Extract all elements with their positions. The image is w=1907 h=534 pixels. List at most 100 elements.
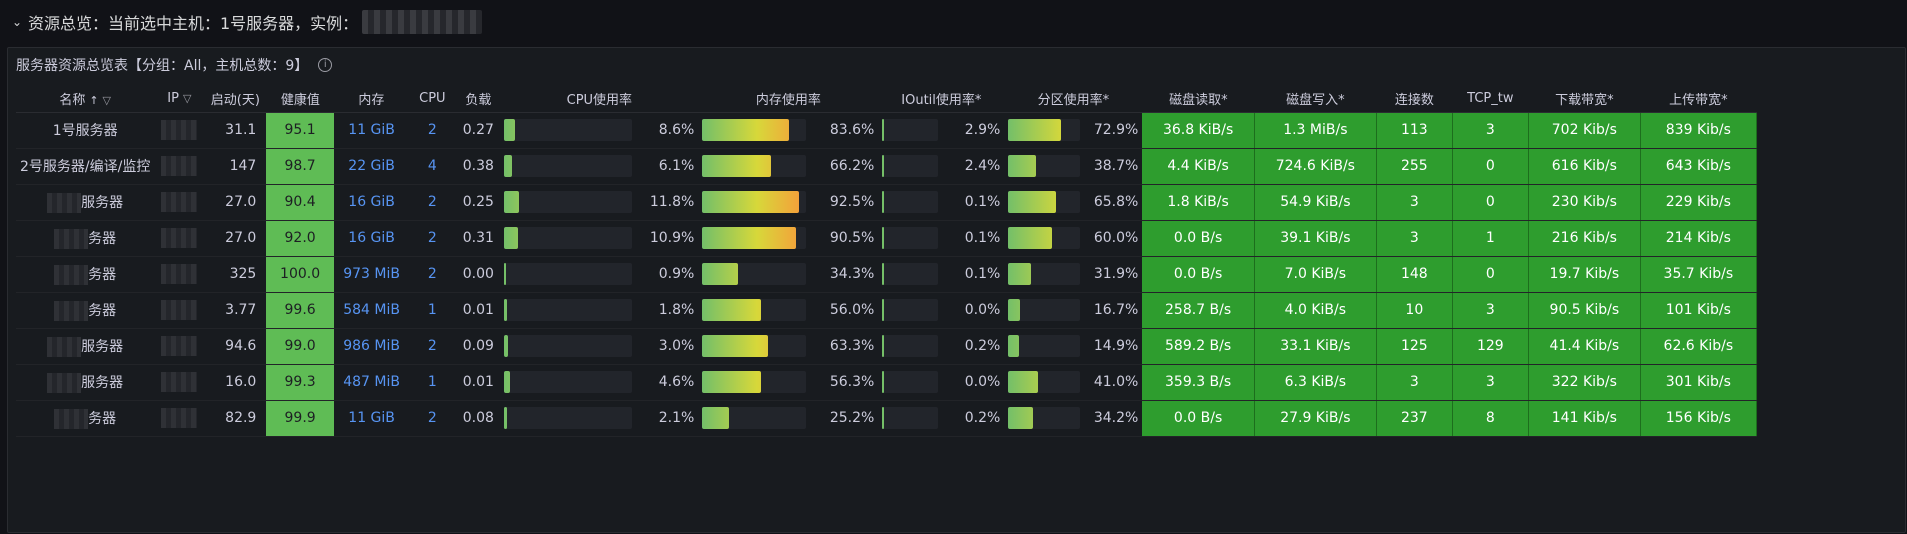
cell-mem[interactable]: 16 GiB xyxy=(334,220,409,257)
table-row[interactable]: 服务器 94.6 99.0 986 MiB 2 0.09 3.0% 63.3% 0.2% 14.9… xyxy=(16,328,1757,365)
gauge-fill xyxy=(882,155,885,177)
cell-load: 0.09 xyxy=(456,328,501,365)
server-name[interactable]: 服务器 xyxy=(81,374,124,391)
cell-cpu[interactable]: 1 xyxy=(408,364,457,401)
info-icon[interactable]: i xyxy=(318,58,333,72)
column-header-tcp_tw[interactable]: TCP_tw xyxy=(1452,86,1529,113)
column-header-name[interactable]: 名称 ↑ ▽ xyxy=(16,86,155,113)
column-header-uptime[interactable]: 启动(天) xyxy=(204,86,267,113)
gauge-value: 66.2% xyxy=(829,158,875,174)
server-name[interactable]: 务器 xyxy=(88,302,117,319)
cell-disk_write: 6.3 KiB/s xyxy=(1254,364,1377,401)
cell-tcp_tw: 129 xyxy=(1452,328,1529,365)
cell-name[interactable]: 服务器 xyxy=(16,328,155,365)
table-row[interactable]: 服务器 16.0 99.3 487 MiB 1 0.01 4.6% 56.3% 0.0% 41.0… xyxy=(16,364,1757,401)
column-header-load[interactable]: 负载 xyxy=(456,86,501,113)
table-row[interactable]: 务器 82.9 99.9 11 GiB 2 0.08 2.1% 25.2% 0.2% 34.2% 0… xyxy=(16,400,1757,437)
column-header-mem[interactable]: 内存 xyxy=(334,86,409,113)
column-header-health[interactable]: 健康值 xyxy=(266,86,335,113)
filter-icon[interactable]: ▽ xyxy=(182,92,192,106)
cell-cpu[interactable]: 2 xyxy=(408,112,457,149)
cell-cpu[interactable]: 2 xyxy=(408,328,457,365)
server-name[interactable]: 1号服务器 xyxy=(52,123,118,139)
cell-part_pct: 16.7% xyxy=(1004,292,1143,329)
table-row[interactable]: 务器 3.77 99.6 584 MiB 1 0.01 1.8% 56.0% 0.0% 16.7%… xyxy=(16,292,1757,329)
column-header-ip[interactable]: IP ▽ xyxy=(154,86,205,113)
cell-mem[interactable]: 487 MiB xyxy=(334,364,409,401)
cell-cpu[interactable]: 2 xyxy=(408,184,457,221)
cell-name[interactable]: 务器 xyxy=(16,400,155,437)
cell-uptime: 27.0 xyxy=(204,184,267,221)
cell-tcp_tw: 0 xyxy=(1452,184,1529,221)
column-header-disk_read[interactable]: 磁盘读取* xyxy=(1142,86,1255,113)
gauge-value: 65.8% xyxy=(1093,194,1139,210)
column-header-cpu_pct[interactable]: CPU使用率 xyxy=(500,86,699,113)
gauge-fill xyxy=(702,227,797,249)
cell-name[interactable]: 服务器 xyxy=(16,184,155,221)
column-header-mem_pct[interactable]: 内存使用率 xyxy=(698,86,879,113)
table-row[interactable]: 服务器 27.0 90.4 16 GiB 2 0.25 11.8% 92.5% 0.1% 65.8… xyxy=(16,184,1757,221)
cell-mem[interactable]: 11 GiB xyxy=(334,400,409,437)
cell-down: 322 Kib/s xyxy=(1528,364,1641,401)
gauge-fill xyxy=(1008,191,1056,213)
gauge-value: 2.4% xyxy=(964,158,1001,174)
table-row[interactable]: 务器 27.0 92.0 16 GiB 2 0.31 10.9% 90.5% 0.1% 60.0%… xyxy=(16,220,1757,257)
cell-cpu[interactable]: 2 xyxy=(408,220,457,257)
cell-cpu_pct: 2.1% xyxy=(500,400,699,437)
server-table: 名称 ↑ ▽ IP ▽ 启动(天) 健康值 内存 CPU 负载 CPU使用率 内存使用率 IOutil使… xyxy=(16,86,1757,437)
column-header-up[interactable]: 上传带宽* xyxy=(1640,86,1757,113)
cell-mem[interactable]: 16 GiB xyxy=(334,184,409,221)
row-header[interactable]: ⌄ 资源总览：当前选中主机：1号服务器，实例： xyxy=(12,8,483,36)
redacted-ip xyxy=(161,120,198,140)
gauge-value: 31.9% xyxy=(1093,266,1139,282)
cell-name[interactable]: 务器 xyxy=(16,220,155,257)
cell-mem[interactable]: 11 GiB xyxy=(334,112,409,149)
server-name[interactable]: 2号服务器/编译/监控 xyxy=(20,159,151,175)
cell-cpu[interactable]: 1 xyxy=(408,292,457,329)
cell-cpu[interactable]: 2 xyxy=(408,400,457,437)
gauge-value: 63.3% xyxy=(829,338,875,354)
cell-mem_pct: 90.5% xyxy=(698,220,879,257)
server-name[interactable]: 务器 xyxy=(88,230,117,247)
server-name[interactable]: 服务器 xyxy=(81,194,124,211)
sort-asc-icon[interactable]: ↑ xyxy=(89,94,99,108)
cell-mem[interactable]: 584 MiB xyxy=(334,292,409,329)
gauge-track xyxy=(504,263,633,285)
cell-name[interactable]: 务器 xyxy=(16,256,155,293)
cell-name[interactable]: 1号服务器 xyxy=(16,112,155,149)
cell-ip xyxy=(154,328,205,365)
server-name[interactable]: 服务器 xyxy=(81,338,124,355)
table-row[interactable]: 务器 325 100.0 973 MiB 2 0.00 0.9% 34.3% 0.1% 31.9%… xyxy=(16,256,1757,293)
gauge-fill xyxy=(504,227,519,249)
cell-name[interactable]: 服务器 xyxy=(16,364,155,401)
table-row[interactable]: 2号服务器/编译/监控 147 98.7 22 GiB 4 0.38 6.1% 66.2% 2.… xyxy=(16,148,1757,185)
cell-name[interactable]: 2号服务器/编译/监控 xyxy=(16,148,155,185)
chevron-down-icon[interactable]: ⌄ xyxy=(12,15,23,29)
column-header-io_pct[interactable]: IOutil使用率* xyxy=(878,86,1005,113)
column-header-disk_write[interactable]: 磁盘写入* xyxy=(1254,86,1377,113)
server-name[interactable]: 务器 xyxy=(88,410,117,427)
column-header-cpu[interactable]: CPU xyxy=(408,86,457,113)
cell-mem[interactable]: 986 MiB xyxy=(334,328,409,365)
column-header-down[interactable]: 下载带宽* xyxy=(1528,86,1641,113)
cell-conns: 237 xyxy=(1376,400,1453,437)
cell-mem_pct: 66.2% xyxy=(698,148,879,185)
cell-cpu[interactable]: 2 xyxy=(408,256,457,293)
column-header-conns[interactable]: 连接数 xyxy=(1376,86,1453,113)
gauge-track xyxy=(1008,299,1081,321)
filter-icon[interactable]: ▽ xyxy=(102,94,112,108)
redacted-ip xyxy=(161,156,198,176)
cell-cpu[interactable]: 4 xyxy=(408,148,457,185)
column-header-part_pct[interactable]: 分区使用率* xyxy=(1004,86,1143,113)
cell-mem[interactable]: 22 GiB xyxy=(334,148,409,185)
gauge-value: 14.9% xyxy=(1093,338,1139,354)
table-row[interactable]: 1号服务器 31.1 95.1 11 GiB 2 0.27 8.6% 83.6% 2.9% 72.… xyxy=(16,112,1757,149)
cell-up: 229 Kib/s xyxy=(1640,184,1757,221)
redacted-ip xyxy=(161,228,198,248)
gauge-fill xyxy=(882,191,885,213)
cell-part_pct: 60.0% xyxy=(1004,220,1143,257)
cell-mem[interactable]: 973 MiB xyxy=(334,256,409,293)
server-name[interactable]: 务器 xyxy=(88,266,117,283)
cell-name[interactable]: 务器 xyxy=(16,292,155,329)
server-overview-panel: 服务器资源总览表【分组：All，主机总数：9】 i 名称 ↑ ▽ IP ▽ 启动(天) 健康… xyxy=(7,47,1906,533)
